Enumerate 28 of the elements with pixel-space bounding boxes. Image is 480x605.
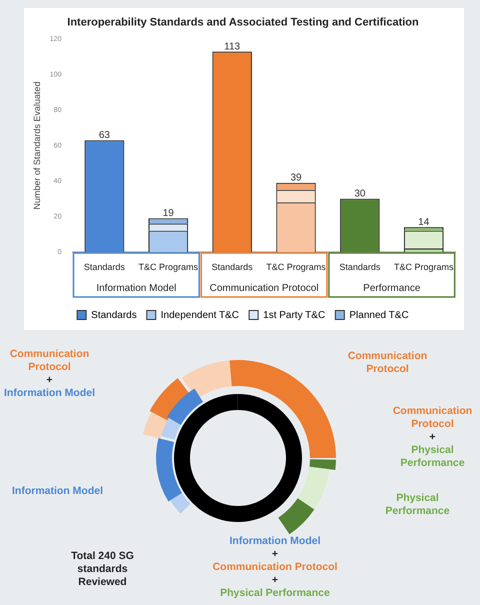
chart-title: Interoperability Standards and Associated Testing and Certification [67,16,420,29]
legend-label: 1st Party T&C [263,310,326,321]
y-axis-title: Number of Standards Evaluated [32,82,42,210]
total-label: 63 [98,130,110,142]
x-tick-label: T&C Programs [138,262,199,272]
legend-label: Standards [91,310,137,321]
text: Communication Protocol [346,350,428,376]
x-tick-label: T&C Programs [266,262,326,272]
text: Physical Performance [384,492,451,518]
total-label: 14 [418,216,430,228]
legend-label: Independent T&C [160,310,239,321]
total-label: 30 [354,188,366,200]
text: Communication Protocol + Information Model [3,348,96,400]
text: Information Model + Communication Protocol + Physical Performance [212,535,338,600]
total-label: 19 [162,208,174,220]
text: Information Model [96,282,176,294]
text: Performance [363,282,421,294]
text: Total 240 SG standards Reviewed [70,550,135,589]
text: Communication Protocol [210,282,319,294]
x-tick-label: Standards [339,262,381,272]
x-tick-label: Standards [84,262,126,272]
total-label: 113 [224,41,241,52]
text: Information Model [11,485,104,498]
x-tick-label: Standards [212,262,254,272]
total-label: 39 [290,172,302,184]
x-tick-label: T&C Programs [394,262,454,272]
text: Communication Protocol + Physical Performance [392,405,474,470]
legend-label: Planned T&C [349,310,409,321]
